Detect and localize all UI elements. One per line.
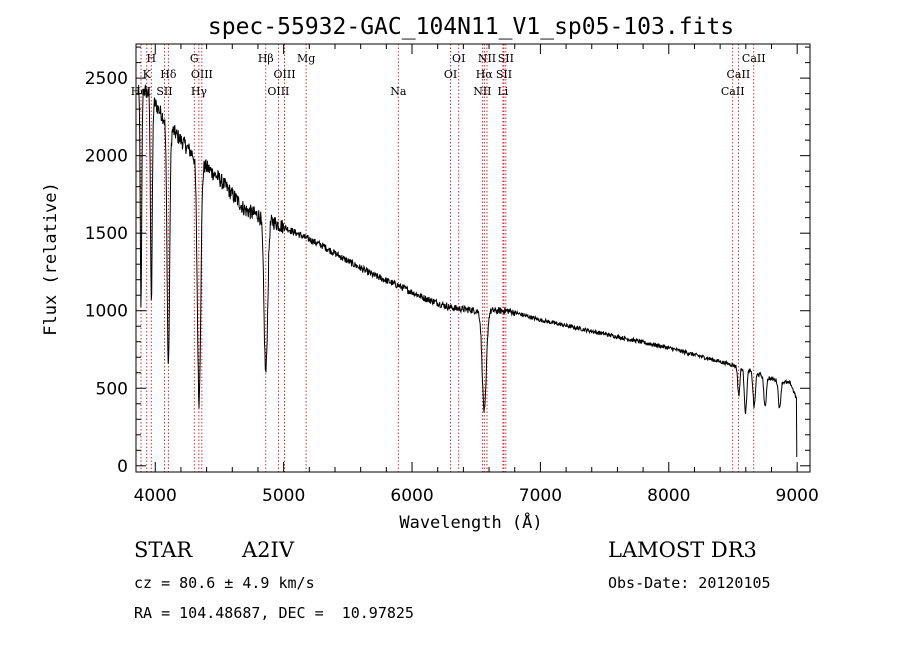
x-tick-label-6000: 6000 (390, 486, 433, 506)
line-label-16: Hα (476, 68, 494, 81)
line-label-0: HeI (131, 85, 151, 98)
line-label-8: Hβ (258, 52, 274, 65)
line-label-19: SII (496, 68, 512, 81)
line-label-18: Li (497, 85, 508, 98)
y-tick-label-500: 500 (96, 379, 128, 399)
line-label-14: OI (452, 52, 465, 65)
y-tick-label-0: 0 (117, 457, 128, 477)
line-label-15: NII (473, 85, 491, 98)
y-tick-label-1500: 1500 (85, 224, 128, 244)
line-label-23: CaII (742, 52, 766, 65)
y-tick-label-1000: 1000 (85, 302, 128, 322)
object-type: STAR (134, 538, 193, 562)
line-label-22: CaII (727, 68, 751, 81)
line-label-1: K (143, 68, 152, 81)
line-label-6: Hγ (191, 85, 208, 98)
line-label-7: OIII (191, 68, 213, 81)
chart-title: spec-55932-GAC_104N11_V1_sp05-103.fits (208, 14, 734, 40)
y-tick-label-2000: 2000 (85, 147, 128, 167)
line-label-3: SII (156, 85, 172, 98)
redshift-cz: cz = 80.6 ± 4.9 km/s (134, 574, 315, 592)
line-label-9: OIII (267, 85, 289, 98)
line-label-2: H (146, 52, 156, 65)
line-label-17: NII (478, 52, 496, 65)
line-label-13: OI (444, 68, 457, 81)
y-axis-label: Flux (relative) (41, 182, 61, 336)
spectrum-line (138, 84, 798, 457)
line-label-20: SII (498, 52, 514, 65)
x-axis-label: Wavelength (Å) (399, 511, 542, 533)
x-tick-label-9000: 9000 (776, 486, 819, 506)
y-tick-label-2500: 2500 (85, 69, 128, 89)
observation-date: Obs-Date: 20120105 (608, 574, 771, 592)
survey-name: LAMOST DR3 (608, 538, 757, 562)
x-tick-label-7000: 7000 (519, 486, 562, 506)
line-label-4: Hδ (160, 68, 177, 81)
x-tick-label-5000: 5000 (262, 486, 305, 506)
line-label-21: CaII (721, 85, 745, 98)
plot-frame (135, 43, 811, 473)
line-label-11: Mg (297, 52, 315, 65)
line-label-5: G (190, 52, 199, 65)
line-label-12: Na (390, 85, 407, 98)
x-tick-label-4000: 4000 (134, 486, 177, 506)
line-label-10: OIII (274, 68, 296, 81)
x-tick-label-8000: 8000 (647, 486, 690, 506)
spectral-subclass: A2IV (242, 538, 294, 562)
ra-dec-coordinates: RA = 104.48687, DEC = 10.97825 (134, 604, 414, 622)
